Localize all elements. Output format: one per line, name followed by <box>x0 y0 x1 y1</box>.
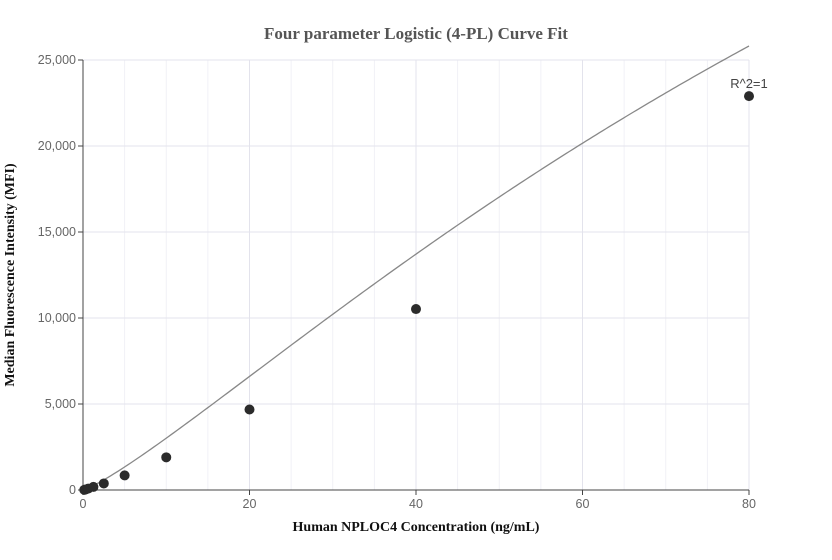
data-point <box>744 91 754 102</box>
data-point <box>119 470 130 481</box>
data-point <box>98 478 109 489</box>
x-tick-label: 80 <box>742 497 756 511</box>
x-tick-label: 60 <box>576 497 590 511</box>
data-point <box>161 452 172 463</box>
x-axis-title: Human NPLOC4 Concentration (ng/mL) <box>293 520 540 535</box>
y-tick-label: 10,000 <box>38 311 76 325</box>
y-tick-label: 25,000 <box>38 53 76 67</box>
data-point <box>88 481 99 492</box>
data-point <box>244 404 255 415</box>
y-tick-label: 0 <box>69 483 76 497</box>
x-tick-label: 40 <box>409 497 423 511</box>
tick-labels: 0 20 40 60 80 0 5,000 10,000 15,000 20,000 25,000 <box>38 53 756 511</box>
x-tick-label: 0 <box>80 497 87 511</box>
x-tick-label: 20 <box>243 497 257 511</box>
y-tick-label: 5,000 <box>45 397 76 411</box>
grid <box>83 59 750 490</box>
fit-curve <box>84 45 750 491</box>
y-tick-label: 15,000 <box>38 225 76 239</box>
data-points <box>79 91 754 495</box>
y-tick-label: 20,000 <box>38 139 76 153</box>
data-point <box>411 304 421 315</box>
y-axis-title: Median Fluorescence Intensity (MFI) <box>3 163 18 387</box>
chart-title: Four parameter Logistic (4-PL) Curve Fit <box>264 24 568 43</box>
r-squared-annotation: R^2=1 <box>730 76 768 91</box>
